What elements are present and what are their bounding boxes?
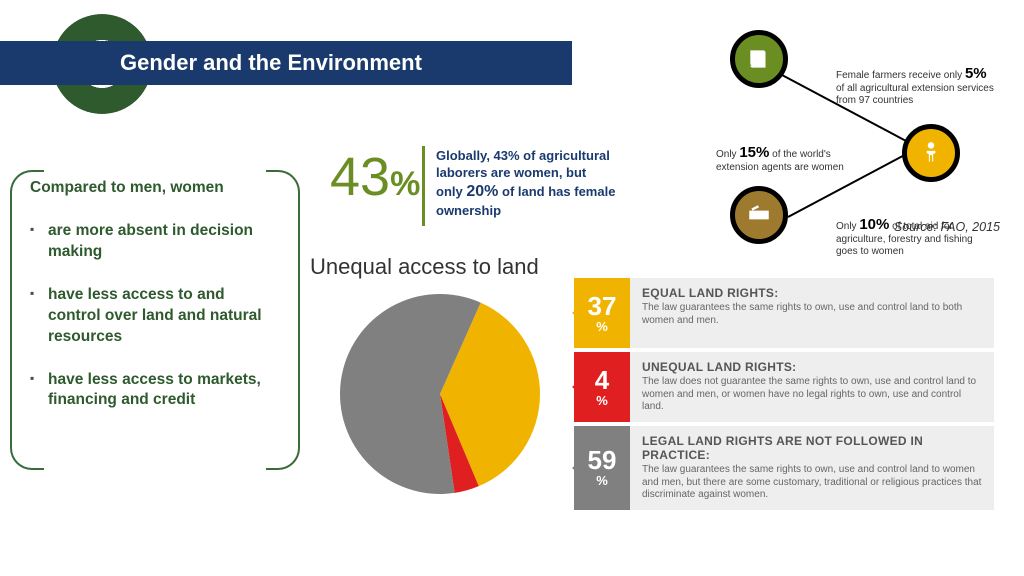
pie-title: Unequal access to land [310,254,539,280]
legend-body: LEGAL LAND RIGHTS ARE NOT FOLLOWED IN PR… [630,426,994,510]
legend-row: 4%UNEQUAL LAND RIGHTS:The law does not g… [574,352,994,422]
legend-tag: 59% [574,426,630,510]
legend-body: UNEQUAL LAND RIGHTS:The law does not gua… [630,352,994,422]
pie-legend: 37%EQUAL LAND RIGHTS:The law guarantees … [574,278,994,514]
list-item: have less access to and control over lan… [30,285,280,348]
comparison-intro: Compared to men, women [30,178,280,199]
icon-stat-text: Female farmers receive only 5% of all ag… [836,65,996,107]
stat-43-value: 43 [330,147,390,207]
comparison-panel: Compared to men, women are more absent i… [30,178,280,433]
money-icon [730,186,788,244]
source-citation: Source: FAO, 2015 [894,220,1000,234]
person-icon [902,124,960,182]
icon-stat-text: Only 15% of the world's extension agents… [716,144,876,174]
stat-43-desc: Globally, 43% of agricultural laborers a… [436,148,616,219]
divider [422,146,425,226]
stat-43-pct: % [390,165,420,203]
legend-body: EQUAL LAND RIGHTS:The law guarantees the… [630,278,994,348]
legend-tag: 4% [574,352,630,422]
book-icon [730,30,788,88]
icon-stats: Female farmers receive only 5% of all ag… [696,30,1006,250]
legend-tag: 37% [574,278,630,348]
title-bar: Gender and the Environment [0,41,572,85]
stat-43: 43% [330,146,420,208]
pie-chart [340,294,540,494]
list-item: have less access to markets, financing a… [30,370,280,412]
legend-row: 59%LEGAL LAND RIGHTS ARE NOT FOLLOWED IN… [574,426,994,510]
page-title: Gender and the Environment [120,50,422,76]
comparison-list: are more absent in decision making have … [30,221,280,411]
list-item: are more absent in decision making [30,221,280,263]
legend-row: 37%EQUAL LAND RIGHTS:The law guarantees … [574,278,994,348]
